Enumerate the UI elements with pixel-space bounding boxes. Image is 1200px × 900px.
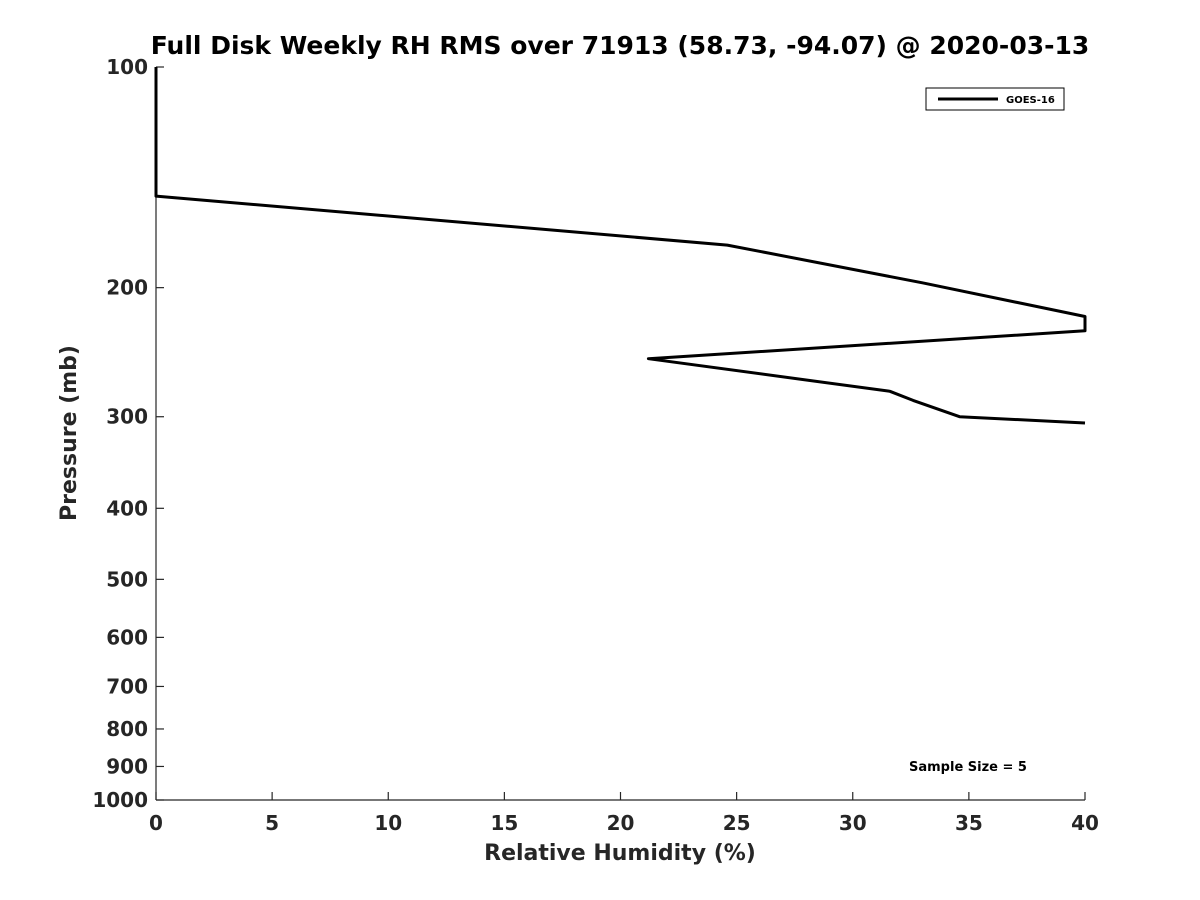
x-tick-label: 35 [955,811,983,835]
chart-title: Full Disk Weekly RH RMS over 71913 (58.7… [151,31,1090,60]
y-tick-label: 400 [106,496,148,520]
plot-area: 0 5 10 15 20 25 30 35 40 100 200 300 400 500 600 700 800… [92,55,1099,835]
y-tick-label: 300 [106,405,148,429]
legend-entry: GOES-16 [1006,95,1055,106]
x-tick-label: 30 [839,811,867,835]
y-tick-label: 900 [106,754,148,778]
sample-size-annotation: Sample Size = 5 [909,760,1027,775]
x-tick-label: 10 [374,811,402,835]
x-tick-label: 20 [607,811,635,835]
x-tick-label: 15 [490,811,518,835]
y-tick-label: 600 [106,625,148,649]
legend: GOES-16 [925,87,1065,111]
series-line-goes-16 [154,67,1087,425]
y-tick-label: 100 [106,55,148,79]
x-axis-label: Relative Humidity (%) [484,841,756,866]
y-tick-label: 1000 [92,788,148,812]
x-tick-label: 5 [265,811,279,835]
x-tick-label: 0 [149,811,163,835]
x-tick-label: 40 [1071,811,1099,835]
y-axis-label: Pressure (mb) [57,345,82,521]
y-tick-label: 700 [106,674,148,698]
y-tick-label: 500 [106,567,148,591]
y-tick-label: 200 [106,276,148,300]
x-tick-label: 25 [723,811,751,835]
y-tick-label: 800 [106,717,148,741]
